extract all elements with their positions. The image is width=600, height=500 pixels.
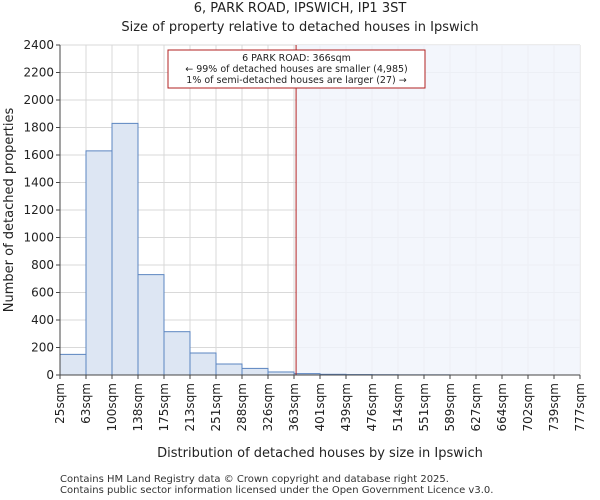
x-tick-label: 100sqm [105,383,119,431]
x-axis-ticks: 25sqm 63sqm 100sqm 138sqm 175sqm 213sqm 251sqm… [53,375,587,431]
y-tick-label: 600 [31,286,54,300]
x-tick-label: 777sqm [573,383,587,431]
x-tick-label: 138sqm [131,383,145,431]
y-tick-label: 1600 [23,148,54,162]
marker-annotation: 6 PARK ROAD: 366sqm ← 99% of detached ho… [167,49,426,89]
histogram-chart: 6 PARK ROAD: 366sqm ← 99% of detached ho… [2,38,587,461]
y-tick-label: 2000 [23,93,54,107]
y-tick-label: 800 [31,258,54,272]
x-tick-label: 514sqm [391,383,405,431]
footer-line-1: Contains HM Land Registry data © Crown c… [60,474,449,485]
y-tick-label: 1400 [23,176,54,190]
x-tick-label: 175sqm [157,383,171,431]
larger-region-highlight [296,45,580,375]
x-tick-label: 326sqm [261,383,275,431]
x-tick-label: 664sqm [495,383,509,431]
x-axis-label: Distribution of detached houses by size … [157,446,483,461]
y-tick-label: 1800 [23,121,54,135]
x-tick-label: 363sqm [287,383,301,431]
annotation-line-2: ← 99% of detached houses are smaller (4,… [185,64,408,75]
y-tick-label: 200 [31,341,54,355]
x-tick-label: 551sqm [417,383,431,431]
x-tick-label: 25sqm [53,383,67,424]
chart-subtitle: Size of property relative to detached ho… [121,20,479,35]
y-tick-label: 1200 [23,203,54,217]
x-tick-label: 627sqm [469,383,483,431]
y-tick-label: 0 [46,368,54,382]
x-tick-label: 476sqm [365,383,379,431]
bar-138sqm [137,274,165,376]
annotation-line-1: 6 PARK ROAD: 366sqm [242,53,351,64]
x-tick-label: 739sqm [547,383,561,431]
x-tick-label: 288sqm [235,383,249,431]
bars [59,122,451,376]
x-tick-label: 702sqm [521,383,535,431]
bar-175sqm [163,331,191,376]
x-tick-label: 213sqm [183,383,197,431]
bar-288sqm [241,367,269,376]
x-tick-label: 439sqm [339,383,353,431]
bar-25sqm [59,353,87,376]
x-tick-label: 589sqm [443,383,457,431]
x-tick-label: 251sqm [209,383,223,431]
y-axis-label: Number of detached properties [2,108,17,313]
y-tick-label: 1000 [23,231,54,245]
x-tick-label: 63sqm [79,383,93,424]
annotation-line-3: 1% of semi-detached houses are larger (2… [186,75,406,86]
y-axis-ticks: 0 200 400 600 800 1000 1200 1400 1600 1800 2000 220… [23,38,60,382]
bar-100sqm [111,122,139,376]
bar-213sqm [189,352,217,376]
footer-line-2: Contains public sector information licen… [60,485,494,496]
y-tick-label: 400 [31,313,54,327]
x-tick-label: 401sqm [313,383,327,431]
y-tick-label: 2200 [23,66,54,80]
chart-title: 6, PARK ROAD, IPSWICH, IP1 3ST [193,1,407,16]
y-tick-label: 2400 [23,38,54,52]
annotation-box [167,49,426,89]
bar-63sqm [85,150,113,376]
bar-251sqm [215,363,243,376]
